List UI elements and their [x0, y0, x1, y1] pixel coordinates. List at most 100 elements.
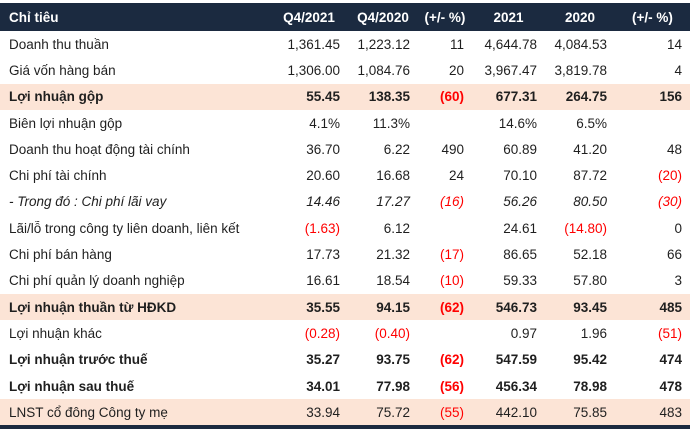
value-cell: 0.97 [510, 325, 537, 341]
table-row: Chi phí quản lý doanh nghiệp 16.61 18.54 (1… [0, 268, 690, 294]
table-row: Lợi nhuận sau thuế 34.01 77.98 (56) 456.34 78… [0, 373, 690, 399]
value-cell: 1.96 [580, 325, 607, 341]
value-cell: 34.01 [306, 378, 340, 394]
value-cell: (62) [439, 352, 464, 368]
column-header-year-change-pct: (+/- %) [632, 9, 673, 25]
row-label: Lợi nhuận gộp [9, 89, 104, 105]
value-cell: 138.35 [368, 89, 410, 105]
row-label: Doanh thu thuần [9, 36, 109, 52]
value-cell: 24 [448, 168, 464, 184]
row-label: Lợi nhuận trước thuế [9, 352, 148, 368]
row-label: Lợi nhuận thuần từ HĐKD [9, 299, 177, 315]
column-header-chi-tieu: Chỉ tiêu [9, 9, 59, 25]
value-cell: (51) [657, 325, 682, 341]
value-cell: 1,306.00 [287, 62, 340, 78]
value-cell: 442.10 [495, 404, 537, 420]
value-cell: 18.54 [376, 273, 410, 289]
value-cell: 86.65 [503, 247, 537, 263]
value-cell: 77.98 [376, 378, 410, 394]
value-cell: (0.28) [304, 325, 340, 341]
value-cell: 95.42 [573, 352, 607, 368]
row-label: Biên lợi nhuận gộp [9, 115, 123, 131]
value-cell: 16.61 [306, 273, 340, 289]
row-label: Lãi/lỗ trong công ty liên doanh, liên kế… [9, 220, 240, 236]
table-row: Chi phí tài chính 20.60 16.68 24 70.10 87.72 (… [0, 162, 690, 188]
value-cell: 11 [449, 36, 464, 52]
column-header-quarter-change-pct: (+/- %) [424, 9, 466, 25]
value-cell: 3,819.78 [554, 62, 607, 78]
row-label: LNST cổ đông Công ty mẹ [9, 404, 168, 420]
value-cell: (60) [439, 89, 464, 105]
value-cell: 11.3% [372, 115, 410, 131]
value-cell: 6.12 [383, 220, 410, 236]
value-cell: 93.75 [376, 352, 410, 368]
value-cell: 16.68 [376, 168, 410, 184]
value-cell: 56.26 [503, 194, 537, 210]
value-cell: 75.85 [573, 404, 607, 420]
value-cell: 0 [674, 220, 682, 236]
value-cell: (62) [439, 299, 464, 315]
value-cell: 4.1% [309, 115, 340, 131]
value-cell: 4,084.53 [554, 36, 607, 52]
value-cell: 70.10 [503, 168, 537, 184]
table-row: Giá vốn hàng bán 1,306.00 1,084.76 20 3,967.… [0, 57, 690, 83]
value-cell: 1,084.76 [357, 62, 410, 78]
value-cell: 17.27 [376, 194, 410, 210]
column-header-q4-2021: Q4/2021 [283, 9, 335, 25]
value-cell: 36.70 [306, 141, 340, 157]
value-cell: 6.22 [383, 141, 410, 157]
table-row: Doanh thu thuần 1,361.45 1,223.12 11 4,644.7… [0, 31, 690, 57]
value-cell: 485 [659, 299, 682, 315]
value-cell: 456.34 [495, 378, 537, 394]
financial-results-table: Chỉ tiêu Q4/2021 Q4/2020 (+/- %) 2021 20… [0, 3, 690, 429]
value-cell: (10) [439, 273, 464, 289]
value-cell: 14.6% [498, 115, 537, 131]
value-cell: 21.32 [376, 247, 410, 263]
value-cell: 60.89 [503, 141, 537, 157]
value-cell: 4,644.78 [484, 36, 537, 52]
table-row: Lợi nhuận gộp 55.45 138.35 (60) 677.31 264.75… [0, 83, 690, 110]
value-cell: 14.46 [306, 194, 340, 210]
value-cell: (55) [439, 404, 464, 420]
row-label: - Trong đó : Chi phí lãi vay [9, 194, 167, 210]
value-cell: 35.55 [306, 299, 340, 315]
value-cell: 87.72 [573, 168, 607, 184]
value-cell: 80.50 [573, 194, 607, 210]
value-cell: 66 [666, 247, 682, 263]
value-cell: 59.33 [503, 273, 537, 289]
table-row: Lợi nhuận trước thuế 35.27 93.75 (62) 547.59… [0, 347, 690, 373]
value-cell: (20) [657, 168, 682, 184]
row-label: Lợi nhuận khác [9, 325, 102, 341]
table-row: LNST cổ đông Công ty mẹ 33.94 75.72 (55) 442… [0, 399, 690, 426]
value-cell: 41.20 [573, 141, 607, 157]
row-label: Chi phí bán hàng [9, 247, 112, 263]
value-cell: 93.45 [573, 299, 607, 315]
value-cell: 474 [659, 352, 682, 368]
value-cell: 75.72 [376, 404, 410, 420]
value-cell: 17.73 [306, 247, 340, 263]
table-body: Doanh thu thuần 1,361.45 1,223.12 11 4,644.7… [0, 31, 690, 426]
value-cell: 6.5% [576, 115, 607, 131]
value-cell: 4 [674, 62, 682, 78]
value-cell: (14.80) [564, 220, 607, 236]
table-row: - Trong đó : Chi phí lãi vay 14.46 17.27 (1… [0, 189, 690, 215]
value-cell: 547.59 [495, 352, 537, 368]
value-cell: 490 [441, 141, 464, 157]
value-cell: 483 [659, 404, 682, 420]
value-cell: (30) [657, 194, 682, 210]
row-label: Chi phí tài chính [9, 168, 107, 184]
value-cell: 52.18 [573, 247, 607, 263]
column-header-2021: 2021 [493, 9, 524, 25]
table-row: Lãi/lỗ trong công ty liên doanh, liên kế… [0, 215, 690, 241]
row-label: Doanh thu hoạt động tài chính [9, 141, 190, 157]
value-cell: 55.45 [306, 89, 340, 105]
value-cell: 33.94 [306, 404, 340, 420]
row-label: Chi phí quản lý doanh nghiệp [9, 273, 185, 289]
row-label: Giá vốn hàng bán [9, 62, 116, 78]
value-cell: 1,223.12 [357, 36, 410, 52]
row-label: Lợi nhuận sau thuế [9, 378, 135, 394]
value-cell: (16) [439, 194, 464, 210]
value-cell: 3,967.47 [484, 62, 537, 78]
value-cell: 677.31 [495, 89, 537, 105]
value-cell: (17) [439, 247, 464, 263]
